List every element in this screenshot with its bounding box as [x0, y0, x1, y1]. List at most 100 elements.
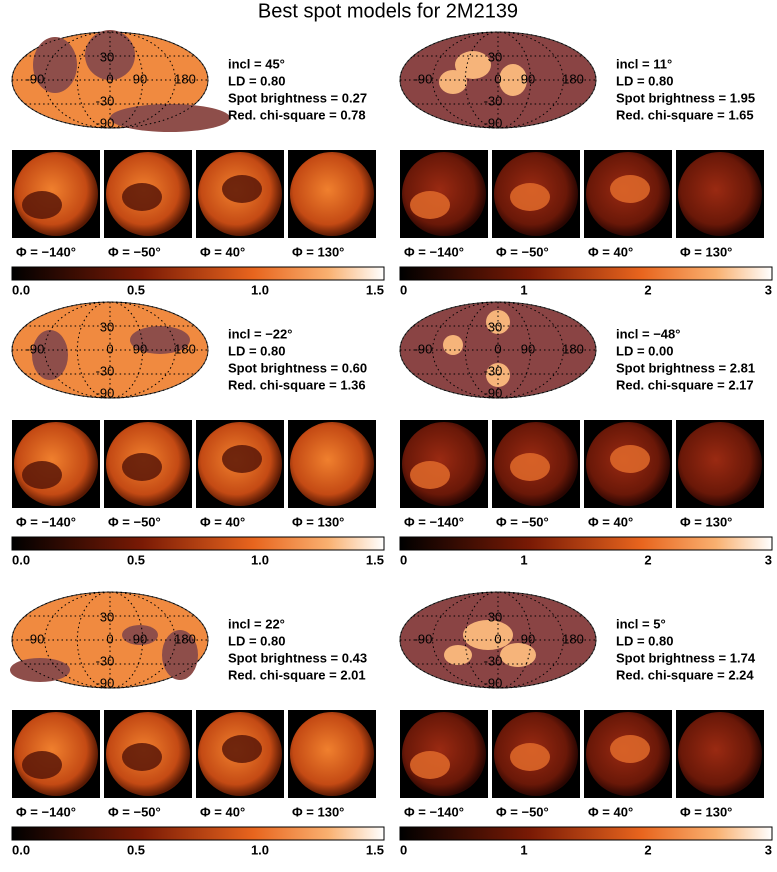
sphere	[402, 152, 486, 236]
sphere	[678, 712, 762, 796]
map-label: -90	[26, 71, 45, 86]
map-label: 180	[562, 341, 584, 356]
sphere	[290, 712, 374, 796]
model-param: Spot brightness = 0.27	[228, 90, 367, 105]
phase-label: Φ = 40°	[588, 514, 633, 529]
phase-label: Φ = −50°	[108, 244, 161, 259]
colorbar	[399, 266, 773, 281]
colorbar-tick-label: 0.0	[12, 552, 30, 567]
map-label: 180	[174, 341, 196, 356]
map-label: 90	[133, 341, 147, 356]
colorbar	[399, 826, 773, 841]
colorbar-tick-label: 2	[644, 842, 651, 857]
sphere	[678, 422, 762, 506]
map-label: -90	[414, 341, 433, 356]
sphere-spot	[22, 191, 62, 219]
colorbar-tick-label: 0	[400, 842, 407, 857]
map-spot	[33, 37, 77, 93]
colorbar-tick-label: 1.0	[251, 842, 269, 857]
map-label: 0	[494, 341, 501, 356]
colorbar-tick-label: 0.0	[12, 842, 30, 857]
map-spot	[10, 658, 70, 682]
model-param: Spot brightness = 0.60	[228, 360, 367, 375]
map-label: -90	[484, 675, 503, 690]
map-label: -30	[484, 93, 503, 108]
map-label: -90	[26, 341, 45, 356]
map-label: 30	[100, 319, 114, 334]
colorbar-tick-label: 0.5	[127, 282, 145, 297]
map-label: -30	[484, 653, 503, 668]
phase-label: Φ = −50°	[108, 514, 161, 529]
sphere-spot	[222, 735, 262, 763]
phase-label: Φ = 40°	[200, 804, 245, 819]
map-label: -90	[26, 631, 45, 646]
sphere-spot	[410, 751, 450, 779]
model-param: Red. chi-square = 1.65	[616, 107, 754, 122]
colorbar-tick-label: 1.0	[251, 552, 269, 567]
phase-label: Φ = −50°	[496, 514, 549, 529]
map-label: -90	[96, 385, 115, 400]
map-label: 90	[133, 71, 147, 86]
map-label: 180	[174, 631, 196, 646]
map-label: -90	[96, 675, 115, 690]
colorbar-tick-label: 1.5	[366, 552, 384, 567]
model-param: incl = −48°	[616, 326, 680, 341]
sphere	[402, 422, 486, 506]
map-label: 0	[106, 341, 113, 356]
colorbar-tick-label: 0.5	[127, 842, 145, 857]
model-param: Spot brightness = 2.81	[616, 360, 755, 375]
model-param: LD = 0.80	[616, 633, 673, 648]
colorbar-tick-label: 2	[644, 282, 651, 297]
colorbar-tick-label: 3	[765, 552, 772, 567]
colorbar-tick-label: 1	[520, 282, 527, 297]
map-label: 90	[521, 71, 535, 86]
map-label: -90	[96, 115, 115, 130]
phase-label: Φ = 40°	[200, 514, 245, 529]
model-param: LD = 0.80	[228, 633, 285, 648]
map-label: 0	[106, 631, 113, 646]
map-spot	[110, 104, 230, 132]
map-label: 30	[100, 49, 114, 64]
sphere	[14, 422, 98, 506]
model-param: Spot brightness = 1.95	[616, 90, 755, 105]
phase-label: Φ = −50°	[496, 244, 549, 259]
map-label: 30	[488, 319, 502, 334]
map-label: 30	[488, 609, 502, 624]
sphere	[678, 152, 762, 236]
sphere	[14, 712, 98, 796]
phase-label: Φ = 40°	[200, 244, 245, 259]
map-label: 90	[133, 631, 147, 646]
colorbar-tick-label: 3	[765, 842, 772, 857]
sphere-spot	[610, 445, 650, 473]
model-param: LD = 0.00	[616, 343, 673, 358]
phase-label: Φ = −140°	[404, 514, 464, 529]
colorbar-tick-label: 1.5	[366, 842, 384, 857]
map-spot	[32, 330, 68, 380]
colorbar-tick-label: 1	[520, 552, 527, 567]
sphere-spot	[122, 453, 162, 481]
model-param: incl = −22°	[228, 326, 292, 341]
sphere-spot	[510, 183, 550, 211]
model-param: Spot brightness = 1.74	[616, 650, 756, 665]
colorbar	[11, 826, 385, 841]
colorbar-tick-label: 1.5	[366, 282, 384, 297]
map-label: -90	[484, 385, 503, 400]
colorbar-tick-label: 0.0	[12, 282, 30, 297]
phase-label: Φ = 130°	[292, 244, 344, 259]
model-param: Red. chi-square = 1.36	[228, 377, 366, 392]
sphere-spot	[22, 751, 62, 779]
model-param: Red. chi-square = 2.24	[616, 667, 754, 682]
map-spot	[444, 645, 472, 665]
map-label: -30	[96, 363, 115, 378]
model-param: incl = 45°	[228, 56, 285, 71]
phase-label: Φ = −50°	[496, 804, 549, 819]
colorbar	[11, 266, 385, 281]
map-label: -90	[414, 631, 433, 646]
map-spot	[500, 643, 536, 667]
colorbar-tick-label: 1	[520, 842, 527, 857]
phase-label: Φ = 40°	[588, 804, 633, 819]
sphere-spot	[610, 735, 650, 763]
sphere-spot	[410, 191, 450, 219]
map-label: -30	[96, 653, 115, 668]
sphere-spot	[510, 743, 550, 771]
